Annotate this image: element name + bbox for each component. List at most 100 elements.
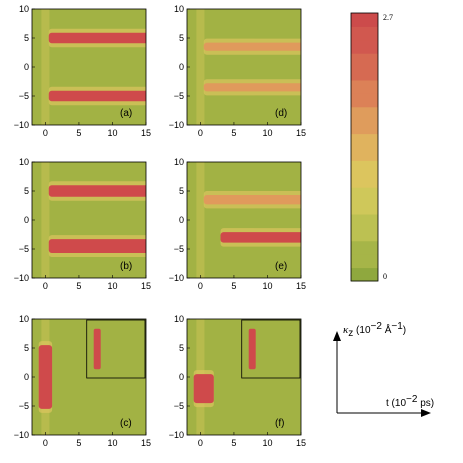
x-tick-label: 0: [43, 128, 48, 138]
x-tick-label: 5: [231, 438, 236, 448]
colorbar-swatch: [351, 227, 378, 242]
y-tick-label: −10: [14, 430, 29, 440]
colorbar-swatch: [351, 120, 378, 135]
y-tick-label: −5: [174, 91, 184, 101]
heatmap-background: [187, 162, 301, 278]
x-tick-label: 10: [262, 128, 272, 138]
y-tick-label: 5: [24, 343, 29, 353]
panel-label: (a): [120, 108, 132, 119]
y-tick-label: −5: [174, 244, 184, 254]
x-tick-label: 0: [198, 281, 203, 291]
y-tick-label: 5: [179, 186, 184, 196]
y-tick-label: 0: [24, 215, 29, 225]
x-tick-label: 5: [76, 128, 81, 138]
panel-f: 0 5 10 15 10 5 0 −5 −10 (f): [169, 314, 306, 448]
y-tick-label: −5: [19, 244, 29, 254]
band: [220, 232, 301, 243]
y-tick-label: −5: [174, 401, 184, 411]
y-tick-label: 10: [19, 157, 29, 167]
colorbar-swatch: [351, 13, 378, 27]
band: [48, 239, 146, 254]
colorbar-swatch: [351, 66, 378, 81]
colorbar-swatch: [351, 267, 378, 282]
x-tick-label: 10: [107, 128, 117, 138]
colorbar-swatch: [351, 53, 378, 68]
x-tick-label: 0: [43, 438, 48, 448]
x-tick-label: 10: [107, 438, 117, 448]
y-axis-label: κz (10−2 Å−1): [343, 321, 406, 339]
band: [48, 32, 146, 44]
y-tick-label: 5: [179, 343, 184, 353]
onset-band: [196, 162, 205, 278]
colorbar-swatch: [351, 200, 378, 215]
y-tick-label: −5: [19, 91, 29, 101]
panels: 0 5 10 15 10 5 0 −5 −10 (a) 0 5 10 15 10 5 0 −5 −10 (d) 0 5 10…: [14, 4, 306, 448]
x-tick-label: 15: [141, 438, 151, 448]
x-tick-label: 15: [296, 438, 306, 448]
colorbar-swatch: [351, 39, 378, 54]
onset-band: [41, 9, 50, 125]
x-tick-label: 15: [296, 128, 306, 138]
x-arrow-head: [421, 409, 431, 417]
x-tick-label: 5: [76, 438, 81, 448]
x-tick-label: 0: [198, 438, 203, 448]
band: [48, 90, 146, 102]
panel-label: (f): [275, 418, 284, 429]
colorbar-swatch: [351, 26, 378, 41]
colorbar-swatch: [351, 93, 378, 108]
inset-feature: [93, 328, 101, 370]
y-tick-label: 5: [24, 186, 29, 196]
x-tick-label: 5: [231, 128, 236, 138]
colorbar-swatch: [351, 240, 378, 255]
x-tick-label: 0: [198, 128, 203, 138]
y-tick-label: −10: [14, 273, 29, 283]
colorbar-swatch: [351, 214, 378, 228]
colorbar-swatch: [351, 173, 378, 188]
y-tick-label: −10: [169, 120, 184, 130]
y-tick-label: 10: [174, 4, 184, 14]
colorbar-max-label: 2.7: [383, 13, 393, 22]
colorbar-swatch: [351, 133, 378, 148]
x-tick-label: 15: [141, 281, 151, 291]
band: [193, 374, 214, 404]
y-tick-label: 5: [179, 33, 184, 43]
heatmap-background: [187, 9, 301, 125]
panel-e: 0 5 10 15 10 5 0 −5 −10 (e): [169, 157, 306, 291]
heatmap-background: [32, 9, 146, 125]
x-tick-label: 15: [141, 128, 151, 138]
y-arrow-head: [333, 331, 341, 341]
colorbar-swatch: [351, 106, 378, 121]
y-tick-label: 10: [174, 314, 184, 324]
colorbar: [350, 12, 379, 282]
panel-a: 0 5 10 15 10 5 0 −5 −10 (a): [14, 4, 151, 138]
band: [38, 345, 53, 409]
onset-band: [196, 9, 205, 125]
x-tick-label: 10: [262, 281, 272, 291]
axes-annotation: κz (10−2 Å−1) t (10−2 ps): [333, 321, 434, 417]
y-tick-label: 5: [24, 33, 29, 43]
colorbar-swatch: [351, 187, 378, 202]
y-tick-label: 0: [179, 215, 184, 225]
colorbar-swatch: [351, 147, 378, 161]
onset-band: [41, 162, 50, 278]
y-tick-label: 0: [179, 62, 184, 72]
band: [203, 83, 301, 92]
band: [48, 185, 146, 197]
panel-label: (e): [275, 261, 287, 272]
panel-b: 0 5 10 15 10 5 0 −5 −10 (b): [14, 157, 151, 291]
panel-label: (b): [120, 261, 132, 272]
inset-feature: [248, 328, 256, 370]
y-tick-label: −5: [19, 401, 29, 411]
colorbar-swatch: [351, 160, 378, 175]
colorbar-frame: [350, 12, 379, 282]
y-tick-label: −10: [14, 120, 29, 130]
x-tick-label: 0: [43, 281, 48, 291]
x-tick-label: 5: [231, 281, 236, 291]
colorbar-swatch: [351, 80, 378, 94]
y-tick-label: −10: [169, 430, 184, 440]
y-tick-label: 0: [24, 62, 29, 72]
panel-d: 0 5 10 15 10 5 0 −5 −10 (d): [169, 4, 306, 138]
y-tick-label: 0: [179, 372, 184, 382]
x-tick-label: 10: [107, 281, 117, 291]
